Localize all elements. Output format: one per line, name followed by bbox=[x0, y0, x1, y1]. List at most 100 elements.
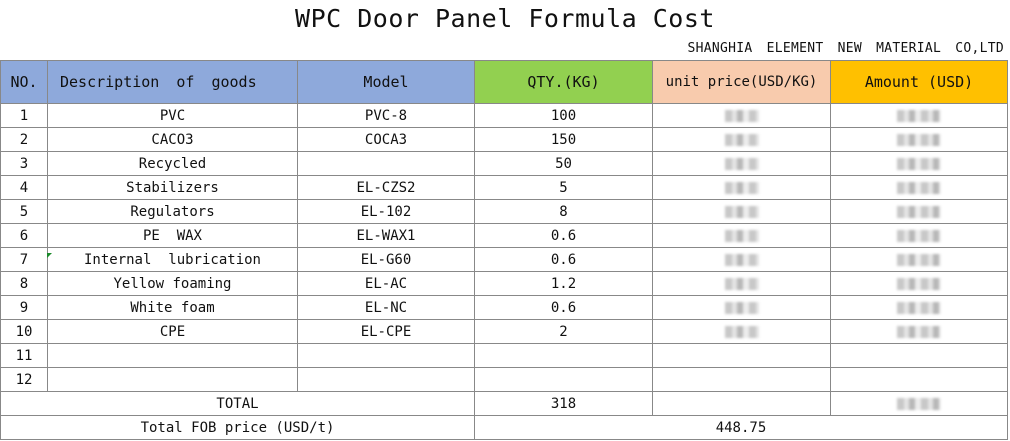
cell-model[interactable]: EL-WAX1 bbox=[297, 223, 475, 248]
cell-no[interactable]: 8 bbox=[0, 271, 48, 296]
cell-model[interactable]: EL-G60 bbox=[297, 247, 475, 272]
cell-amount-redacted[interactable] bbox=[830, 127, 1008, 152]
fob-label[interactable]: Total FOB price (USD/t) bbox=[0, 415, 475, 440]
cell-unit-price-redacted[interactable] bbox=[652, 127, 831, 152]
redaction-blur bbox=[724, 205, 759, 218]
cell-description[interactable]: CACO3 bbox=[47, 127, 298, 152]
cell-unit-price-redacted[interactable] bbox=[652, 103, 831, 128]
cell-unit-price-redacted[interactable] bbox=[652, 199, 831, 224]
table-row: 4 Stabilizers EL-CZS2 5 bbox=[0, 175, 1008, 200]
cell-qty[interactable]: 2 bbox=[474, 319, 653, 344]
redaction-blur bbox=[897, 157, 941, 170]
total-label[interactable]: TOTAL bbox=[0, 391, 475, 416]
cell-model[interactable]: EL-CZS2 bbox=[297, 175, 475, 200]
cell-description[interactable] bbox=[47, 367, 298, 392]
cell-amount-redacted[interactable] bbox=[830, 319, 1008, 344]
cell-model[interactable] bbox=[297, 343, 475, 368]
cell-model[interactable]: EL-CPE bbox=[297, 319, 475, 344]
table-row: 1 PVC PVC-8 100 bbox=[0, 103, 1008, 128]
cell-model[interactable]: PVC-8 bbox=[297, 103, 475, 128]
cell-qty[interactable]: 0.6 bbox=[474, 247, 653, 272]
cell-model[interactable] bbox=[297, 151, 475, 176]
cell-unit-price-redacted[interactable] bbox=[652, 271, 831, 296]
cell-no[interactable]: 6 bbox=[0, 223, 48, 248]
total-qty[interactable]: 318 bbox=[474, 391, 653, 416]
cell-qty[interactable]: 1.2 bbox=[474, 271, 653, 296]
cell-amount[interactable] bbox=[830, 343, 1008, 368]
redaction-blur bbox=[897, 397, 941, 410]
cell-amount-redacted[interactable] bbox=[830, 247, 1008, 272]
table-row: 8 Yellow foaming EL-AC 1.2 bbox=[0, 271, 1008, 296]
cell-amount-redacted[interactable] bbox=[830, 223, 1008, 248]
cell-amount-redacted[interactable] bbox=[830, 151, 1008, 176]
cell-description[interactable]: PE WAX bbox=[47, 223, 298, 248]
cell-description[interactable] bbox=[47, 343, 298, 368]
redaction-blur bbox=[724, 181, 759, 194]
redaction-blur bbox=[897, 277, 941, 290]
cell-model[interactable]: EL-102 bbox=[297, 199, 475, 224]
cell-unit-price-redacted[interactable] bbox=[652, 175, 831, 200]
cell-amount-redacted[interactable] bbox=[830, 199, 1008, 224]
header-model[interactable]: Model bbox=[297, 60, 475, 104]
cell-qty[interactable]: 8 bbox=[474, 199, 653, 224]
cell-amount-redacted[interactable] bbox=[830, 103, 1008, 128]
cell-no[interactable]: 12 bbox=[0, 367, 48, 392]
sheet-title: WPC Door Panel Formula Cost bbox=[295, 4, 715, 33]
cell-description[interactable]: Recycled bbox=[47, 151, 298, 176]
cell-qty[interactable]: 100 bbox=[474, 103, 653, 128]
cell-no[interactable]: 11 bbox=[0, 343, 48, 368]
cell-no[interactable]: 9 bbox=[0, 295, 48, 320]
header-description[interactable]: Description of goods bbox=[47, 60, 298, 104]
cell-description[interactable]: Stabilizers bbox=[47, 175, 298, 200]
fob-value[interactable]: 448.75 bbox=[474, 415, 1008, 440]
cell-unit-price-redacted[interactable] bbox=[652, 247, 831, 272]
cell-amount-redacted[interactable] bbox=[830, 271, 1008, 296]
header-unit-price[interactable]: unit price(USD/KG) bbox=[652, 60, 831, 104]
cell-qty[interactable]: 50 bbox=[474, 151, 653, 176]
cell-no[interactable]: 7 bbox=[0, 247, 48, 272]
cell-no[interactable]: 10 bbox=[0, 319, 48, 344]
cell-amount[interactable] bbox=[830, 367, 1008, 392]
redaction-blur bbox=[897, 301, 941, 314]
header-qty[interactable]: QTY.(KG) bbox=[474, 60, 653, 104]
cell-qty[interactable] bbox=[474, 367, 653, 392]
cell-no[interactable]: 3 bbox=[0, 151, 48, 176]
cell-model[interactable]: EL-NC bbox=[297, 295, 475, 320]
cell-unit-price-redacted[interactable] bbox=[652, 319, 831, 344]
redaction-blur bbox=[897, 181, 941, 194]
redaction-blur bbox=[724, 229, 759, 242]
cell-model[interactable]: EL-AC bbox=[297, 271, 475, 296]
cell-description[interactable]: Yellow foaming bbox=[47, 271, 298, 296]
cell-qty[interactable]: 150 bbox=[474, 127, 653, 152]
redaction-blur bbox=[897, 325, 941, 338]
cell-amount-redacted[interactable] bbox=[830, 295, 1008, 320]
cell-model[interactable]: COCA3 bbox=[297, 127, 475, 152]
cell-description[interactable]: PVC bbox=[47, 103, 298, 128]
cell-unit-price-redacted[interactable] bbox=[652, 223, 831, 248]
table-row: 6 PE WAX EL-WAX1 0.6 bbox=[0, 223, 1008, 248]
cell-unit-price-redacted[interactable] bbox=[652, 151, 831, 176]
cell-unit-price-redacted[interactable] bbox=[652, 295, 831, 320]
cell-qty[interactable]: 0.6 bbox=[474, 223, 653, 248]
cell-description[interactable]: Internal lubrication bbox=[47, 247, 298, 272]
cell-description[interactable]: White foam bbox=[47, 295, 298, 320]
cell-no[interactable]: 5 bbox=[0, 199, 48, 224]
cell-no[interactable]: 4 bbox=[0, 175, 48, 200]
cell-comment-indicator bbox=[47, 253, 52, 258]
cell-unit-price[interactable] bbox=[652, 367, 831, 392]
redaction-blur bbox=[724, 325, 759, 338]
total-amount-redacted[interactable] bbox=[830, 391, 1008, 416]
cell-description[interactable]: CPE bbox=[47, 319, 298, 344]
total-unit-price[interactable] bbox=[652, 391, 831, 416]
cell-model[interactable] bbox=[297, 367, 475, 392]
cell-unit-price[interactable] bbox=[652, 343, 831, 368]
cell-amount-redacted[interactable] bbox=[830, 175, 1008, 200]
cell-qty[interactable]: 5 bbox=[474, 175, 653, 200]
header-amount[interactable]: Amount (USD) bbox=[830, 60, 1008, 104]
cell-qty[interactable] bbox=[474, 343, 653, 368]
cell-description[interactable]: Regulators bbox=[47, 199, 298, 224]
header-no[interactable]: NO. bbox=[0, 60, 48, 104]
cell-qty[interactable]: 0.6 bbox=[474, 295, 653, 320]
cell-no[interactable]: 2 bbox=[0, 127, 48, 152]
cell-no[interactable]: 1 bbox=[0, 103, 48, 128]
